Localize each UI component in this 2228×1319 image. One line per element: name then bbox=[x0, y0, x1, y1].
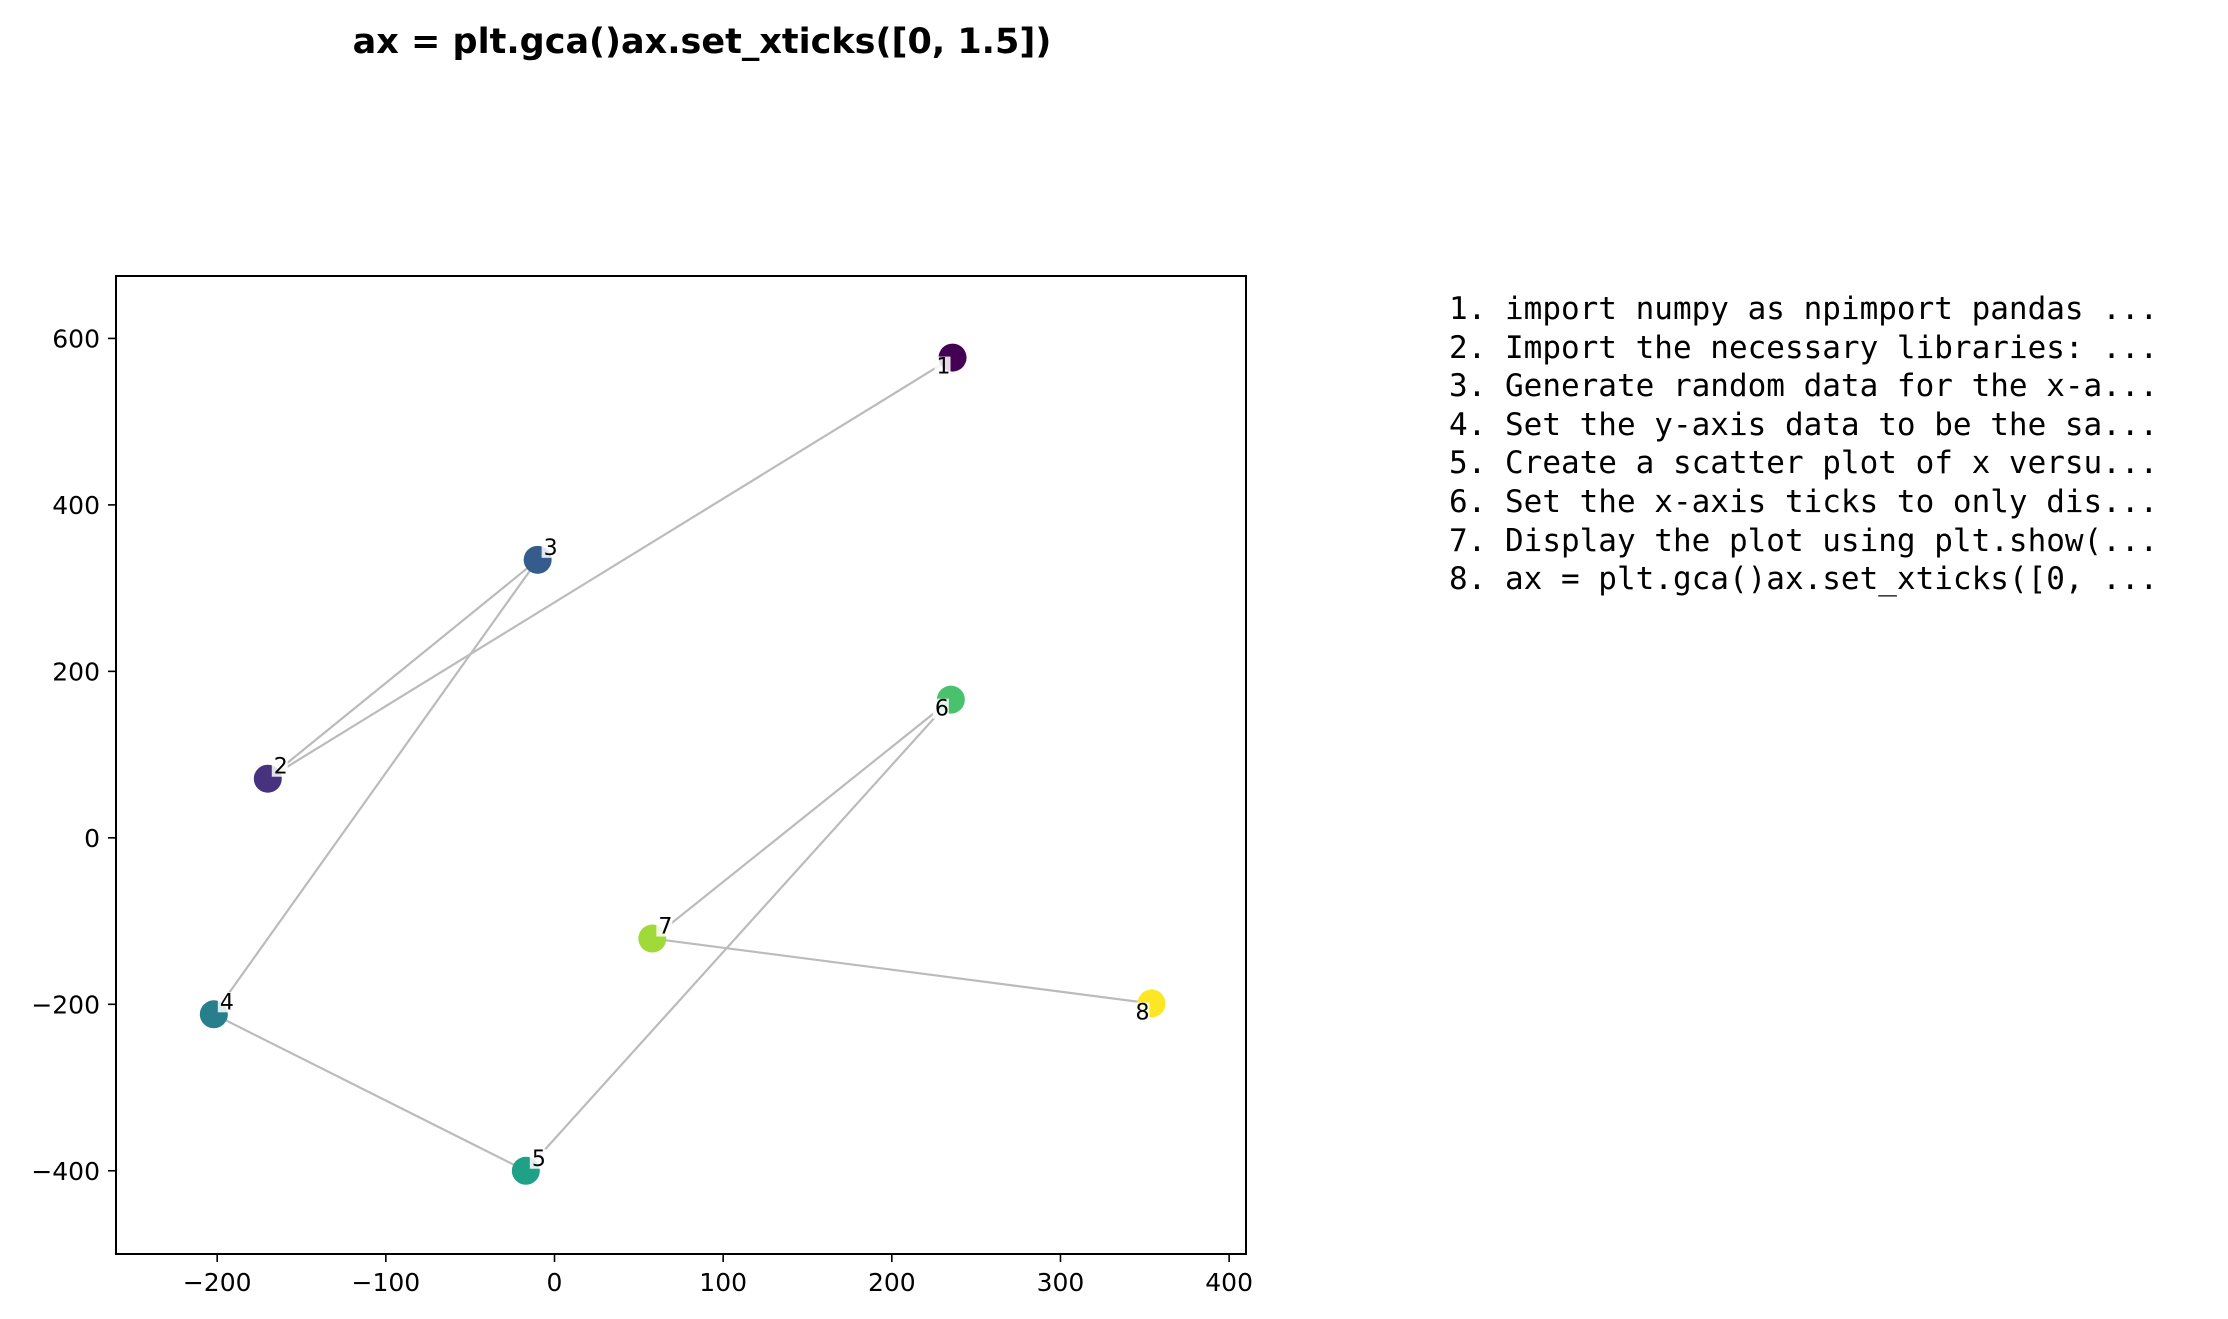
point-label-box-3 bbox=[541, 537, 558, 558]
scatter-plot: 1 2 3 4 5 6 7 8 −200 −100 0 100 200 300 400 600 400 200… bbox=[31, 275, 1253, 1297]
annotation-item: 8. ax = plt.gca()ax.set_xticks([0, ... bbox=[1449, 561, 2159, 598]
point-label-6: 6 bbox=[935, 697, 949, 722]
point-label-3: 3 bbox=[544, 536, 558, 561]
connector-line-4-5 bbox=[213, 1013, 527, 1172]
point-label-2: 2 bbox=[274, 755, 288, 780]
point-label-box-6 bbox=[932, 698, 949, 719]
y-axis: 600 400 200 0 −200 −400 bbox=[31, 324, 116, 1186]
annotation-item: 4. Set the y-axis data to be the sa... bbox=[1449, 406, 2159, 443]
data-points bbox=[199, 343, 1166, 1185]
connector-line-6-7 bbox=[651, 698, 952, 940]
point-label-group-3: 3 bbox=[541, 536, 558, 561]
connector-line-7-8 bbox=[652, 937, 1152, 1005]
x-tick-label--100: −100 bbox=[352, 1268, 421, 1297]
point-label-box-2 bbox=[271, 756, 288, 777]
point-label-box-5 bbox=[529, 1148, 546, 1169]
connector-line-5-6 bbox=[525, 698, 952, 1172]
point-label-box-4 bbox=[217, 992, 234, 1013]
point-label-group-5: 5 bbox=[529, 1147, 546, 1172]
annotation-item: 7. Display the plot using plt.show(... bbox=[1449, 522, 2159, 559]
chart-title: ax = plt.gca()ax.set_xticks([0, 1.5]) bbox=[352, 22, 1052, 62]
x-tick-label--200: −200 bbox=[183, 1268, 252, 1297]
x-axis: −200 −100 0 100 200 300 400 bbox=[183, 1254, 1253, 1297]
y-tick-label--200: −200 bbox=[31, 990, 100, 1019]
annotation-item: 5. Create a scatter plot of x versu... bbox=[1449, 445, 2159, 482]
y-tick-label-200: 200 bbox=[52, 657, 100, 686]
connecting-lines bbox=[212, 356, 1152, 1172]
point-label-1: 1 bbox=[937, 355, 951, 380]
point-label-box-8 bbox=[1133, 1002, 1150, 1023]
point-label-8: 8 bbox=[1136, 1000, 1150, 1025]
point-label-box-1 bbox=[934, 356, 951, 377]
point-label-group-1: 1 bbox=[934, 355, 951, 380]
annotation-item: 3. Generate random data for the x-a... bbox=[1449, 368, 2159, 405]
point-label-5: 5 bbox=[532, 1147, 546, 1172]
point-label-7: 7 bbox=[658, 915, 672, 940]
annotation-list: 1. import numpy as npimport pandas ... 2.… bbox=[1449, 290, 2158, 599]
axes-frame bbox=[115, 275, 1247, 1255]
annotation-item: 2. Import the necessary libraries: ... bbox=[1449, 329, 2159, 366]
x-tick-label-100: 100 bbox=[699, 1268, 747, 1297]
point-label-group-6: 6 bbox=[932, 697, 949, 722]
connector-line-2-3 bbox=[267, 558, 539, 780]
x-tick-label-0: 0 bbox=[547, 1268, 563, 1297]
point-labels: 1 2 3 4 5 6 7 8 bbox=[217, 355, 1150, 1172]
x-tick-label-300: 300 bbox=[1037, 1268, 1085, 1297]
connector-line-3-4 bbox=[212, 559, 539, 1015]
point-label-group-4: 4 bbox=[217, 990, 234, 1015]
annotation-item: 1. import numpy as npimport pandas ... bbox=[1449, 291, 2159, 327]
x-tick-label-400: 400 bbox=[1205, 1268, 1253, 1297]
point-label-group-7: 7 bbox=[656, 915, 673, 940]
annotation-item: 6. Set the x-axis ticks to only dis... bbox=[1449, 483, 2159, 520]
connector-line-1-2 bbox=[267, 356, 954, 780]
point-label-group-2: 2 bbox=[271, 755, 288, 780]
x-tick-label-200: 200 bbox=[868, 1268, 916, 1297]
point-label-box-7 bbox=[656, 916, 673, 937]
point-label-group-8: 8 bbox=[1133, 1000, 1150, 1025]
y-tick-label-400: 400 bbox=[52, 491, 100, 520]
y-tick-label-600: 600 bbox=[52, 324, 100, 353]
point-label-4: 4 bbox=[220, 990, 234, 1015]
y-tick-label--400: −400 bbox=[31, 1157, 100, 1186]
y-tick-label-0: 0 bbox=[84, 824, 100, 853]
